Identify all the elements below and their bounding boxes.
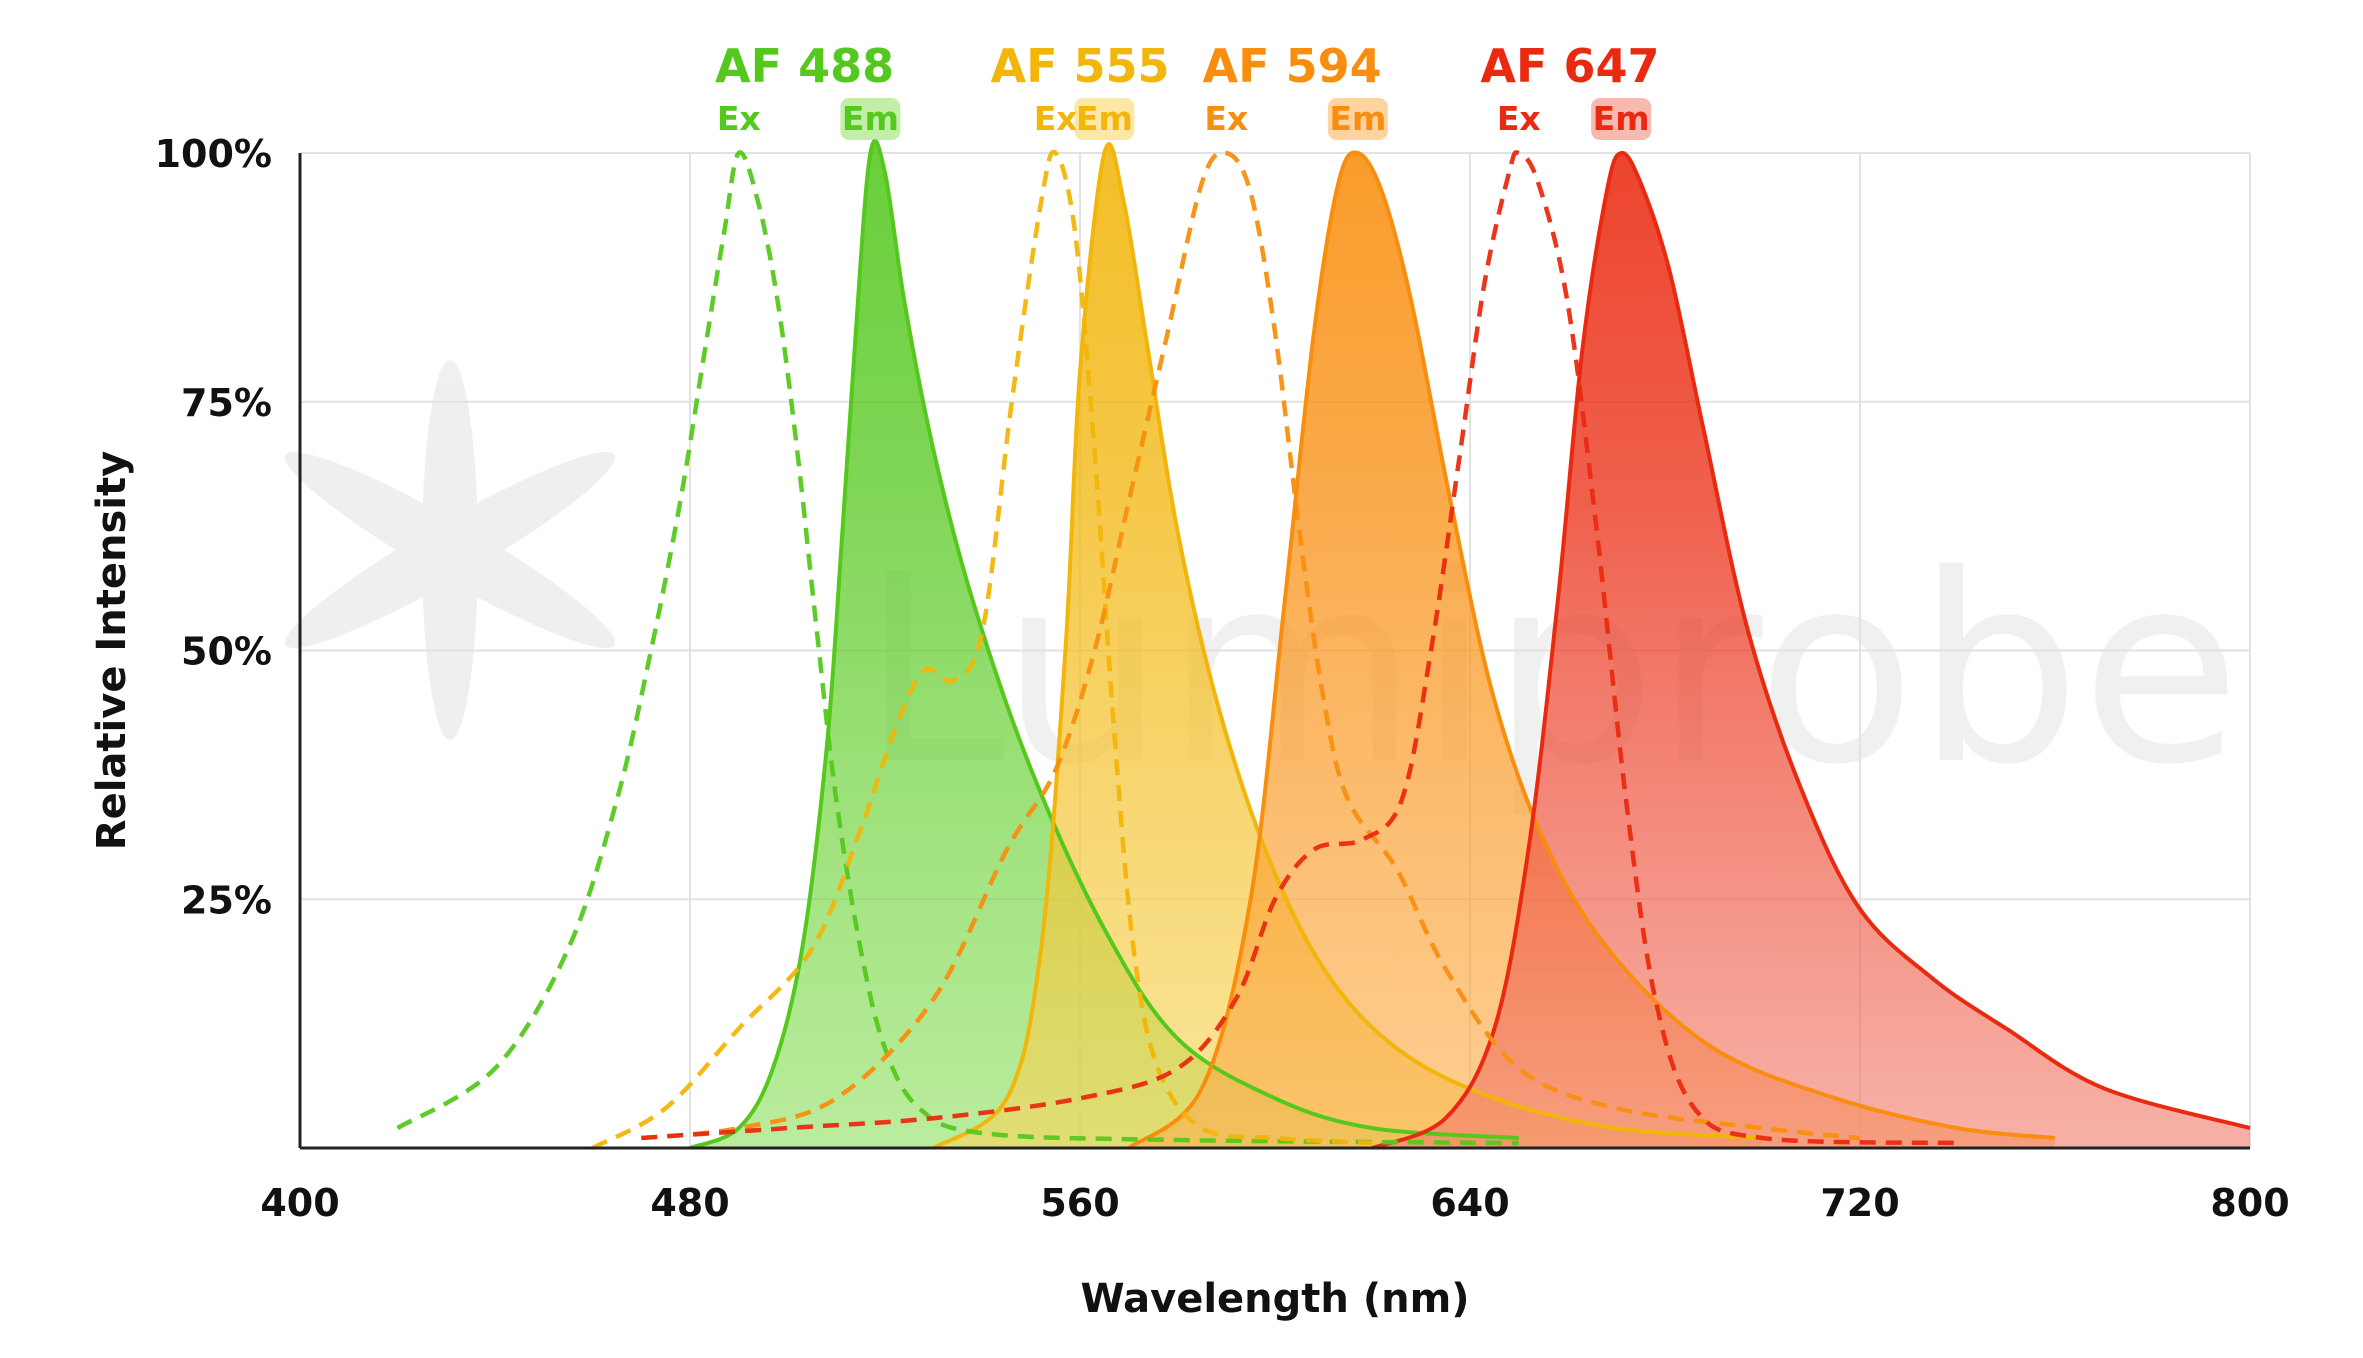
em-label: Em — [1329, 99, 1386, 138]
em-label-badge — [1591, 98, 1652, 140]
x-tick-label: 640 — [1430, 1181, 1509, 1225]
y-tick-label: 50% — [181, 630, 272, 674]
excitation-line-af-488 — [396, 150, 1519, 1146]
ex-label: Ex — [1497, 99, 1541, 138]
emission-area-af-647 — [1372, 152, 2250, 1148]
ex-label: Ex — [1204, 99, 1248, 138]
excitation-line-af-555 — [591, 149, 1373, 1150]
emission-areas — [690, 140, 2250, 1149]
dye-name-label: AF 555 — [990, 39, 1169, 93]
dye-name-label: AF 594 — [1203, 39, 1382, 93]
emission-line-af-647 — [1371, 150, 2251, 1150]
x-tick-label: 480 — [650, 1181, 729, 1225]
y-tick-label: 100% — [155, 132, 272, 176]
x-tick-label: 400 — [260, 1181, 339, 1225]
em-label-badge — [1327, 98, 1388, 140]
dye-name-label: AF 647 — [1480, 39, 1659, 93]
x-tick-label: 560 — [1040, 1181, 1119, 1225]
axes — [298, 153, 2250, 1150]
y-axis-title: Relative Intensity — [89, 451, 135, 850]
x-tick-label: 800 — [2210, 1181, 2289, 1225]
ex-label: Ex — [717, 99, 761, 138]
emission-line-af-555 — [932, 142, 1763, 1150]
y-tick-label: 25% — [181, 878, 272, 922]
spectrum-lines — [396, 138, 2251, 1150]
x-tick-label: 720 — [1820, 1181, 1899, 1225]
em-label: Em — [842, 99, 899, 138]
excitation-line-af-594 — [641, 150, 1861, 1141]
y-tick-label: 75% — [181, 381, 272, 425]
em-label: Em — [1076, 99, 1133, 138]
emission-area-af-555 — [933, 144, 1763, 1148]
x-axis-title: Wavelength (nm) — [1080, 1276, 1469, 1322]
em-label-badge — [840, 98, 901, 140]
emission-line-af-488 — [689, 138, 1519, 1150]
em-label: Em — [1593, 99, 1650, 138]
emission-area-af-488 — [690, 140, 1519, 1149]
emission-area-af-594 — [1128, 152, 2055, 1149]
watermark: Lumiprobe — [284, 360, 2241, 822]
ex-label: Ex — [1034, 99, 1078, 138]
star-logo-icon — [284, 360, 616, 740]
dye-name-label: AF 488 — [715, 39, 894, 93]
grid — [300, 152, 2251, 1148]
excitation-line-af-647 — [641, 150, 1958, 1146]
tick-labels: 400 480 560 640 720 800 25% 50% 75% 100% — [155, 132, 2290, 1225]
em-label-badge — [1074, 98, 1135, 140]
emission-line-af-594 — [1127, 150, 2056, 1150]
